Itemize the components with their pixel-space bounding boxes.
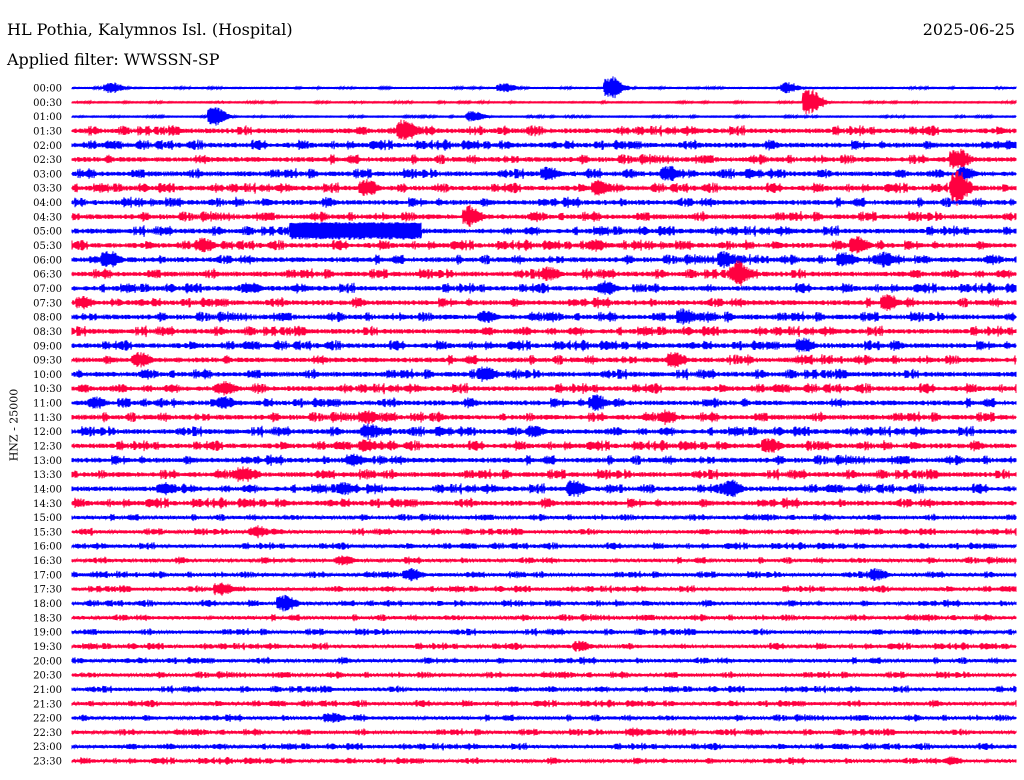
- trace-line: [71, 165, 1017, 182]
- row-time-label: 11:00: [33, 399, 62, 410]
- trace-line: [71, 453, 1017, 467]
- row-time-label: 19:30: [33, 642, 62, 653]
- row-time-label: 10:00: [33, 370, 62, 381]
- trace-line: [71, 438, 1017, 453]
- row-time-label: 21:00: [33, 685, 62, 696]
- trace-line: [71, 394, 1017, 412]
- trace-line: [71, 337, 1017, 353]
- trace-line: [71, 671, 1017, 679]
- trace-line: [71, 699, 1017, 708]
- station-title: HL Pothia, Kalymnos Isl. (Hospital): [7, 20, 293, 39]
- trace-line: [71, 479, 1017, 498]
- row-time-label: 14:00: [33, 484, 62, 495]
- row-time-label: 11:30: [33, 413, 62, 424]
- trace-line: [71, 351, 1017, 368]
- row-time-label: 09:30: [33, 356, 62, 367]
- trace-line: [71, 236, 1017, 254]
- row-time-label: 03:00: [33, 169, 62, 180]
- row-time-label: 23:00: [33, 742, 62, 753]
- row-time-label: 20:30: [33, 671, 62, 682]
- row-time-label: 23:30: [33, 757, 62, 768]
- trace-line: [71, 497, 1017, 509]
- row-time-label: 15:00: [33, 513, 62, 524]
- row-time-label: 00:30: [33, 98, 62, 109]
- row-time-label: 17:00: [33, 570, 62, 581]
- row-time-label: 19:00: [33, 628, 62, 639]
- trace-line: [71, 466, 1017, 482]
- trace-line: [71, 196, 1017, 209]
- trace-line: [71, 381, 1017, 396]
- trace-line: [71, 170, 1017, 206]
- row-time-label: 10:30: [33, 384, 62, 395]
- trace-line: [71, 204, 1017, 228]
- row-time-label: 04:30: [33, 212, 62, 223]
- row-time-label: 06:00: [33, 255, 62, 266]
- row-time-label: 18:00: [33, 599, 62, 610]
- row-time-label: 16:00: [33, 542, 62, 553]
- row-time-label: 12:00: [33, 427, 62, 438]
- row-time-label: 22:30: [33, 728, 62, 739]
- row-time-label: 02:30: [33, 155, 62, 166]
- date-label: 2025-06-25: [922, 20, 1015, 39]
- trace-line: [71, 727, 1017, 737]
- trace-line: [71, 555, 1017, 566]
- trace-line: [71, 656, 1017, 665]
- row-time-label: 09:00: [33, 341, 62, 352]
- row-time-label: 02:00: [33, 141, 62, 152]
- row-time-label: 04:00: [33, 198, 62, 209]
- row-time-label: 13:00: [33, 456, 62, 467]
- row-time-label: 05:00: [33, 227, 62, 238]
- row-time-label: 00:00: [33, 84, 62, 95]
- row-time-label: 21:30: [33, 699, 62, 710]
- trace-line: [71, 308, 1017, 325]
- trace-line: [71, 294, 1017, 312]
- trace-line: [71, 423, 1017, 440]
- row-time-label: 08:00: [33, 313, 62, 324]
- row-time-label: 03:30: [33, 184, 62, 195]
- trace-line: [71, 640, 1017, 652]
- trace-line: [71, 222, 1017, 240]
- trace-line: [71, 409, 1017, 426]
- trace-line: [71, 525, 1017, 539]
- row-time-label: 14:30: [33, 499, 62, 510]
- trace-line: [71, 613, 1017, 622]
- row-time-label: 06:30: [33, 270, 62, 281]
- row-time-label: 07:30: [33, 298, 62, 309]
- row-time-label: 01:30: [33, 126, 62, 137]
- row-time-label: 08:30: [33, 327, 62, 338]
- row-time-label: 18:30: [33, 613, 62, 624]
- trace-line: [71, 260, 1017, 286]
- row-time-label: 20:00: [33, 656, 62, 667]
- row-time-label: 01:00: [33, 112, 62, 123]
- row-time-label: 07:00: [33, 284, 62, 295]
- row-time-label: 16:30: [33, 556, 62, 567]
- trace-line: [71, 542, 1017, 551]
- trace-line: [71, 250, 1017, 269]
- row-time-label: 17:30: [33, 585, 62, 596]
- row-time-label: 12:30: [33, 442, 62, 453]
- row-time-label: 05:30: [33, 241, 62, 252]
- row-time-label: 15:30: [33, 527, 62, 538]
- trace-line: [71, 280, 1017, 296]
- row-time-label: 22:00: [33, 714, 62, 725]
- row-time-label: 13:30: [33, 470, 62, 481]
- trace-line: [71, 742, 1017, 751]
- filter-label: Applied filter: WWSSN-SP: [7, 50, 220, 69]
